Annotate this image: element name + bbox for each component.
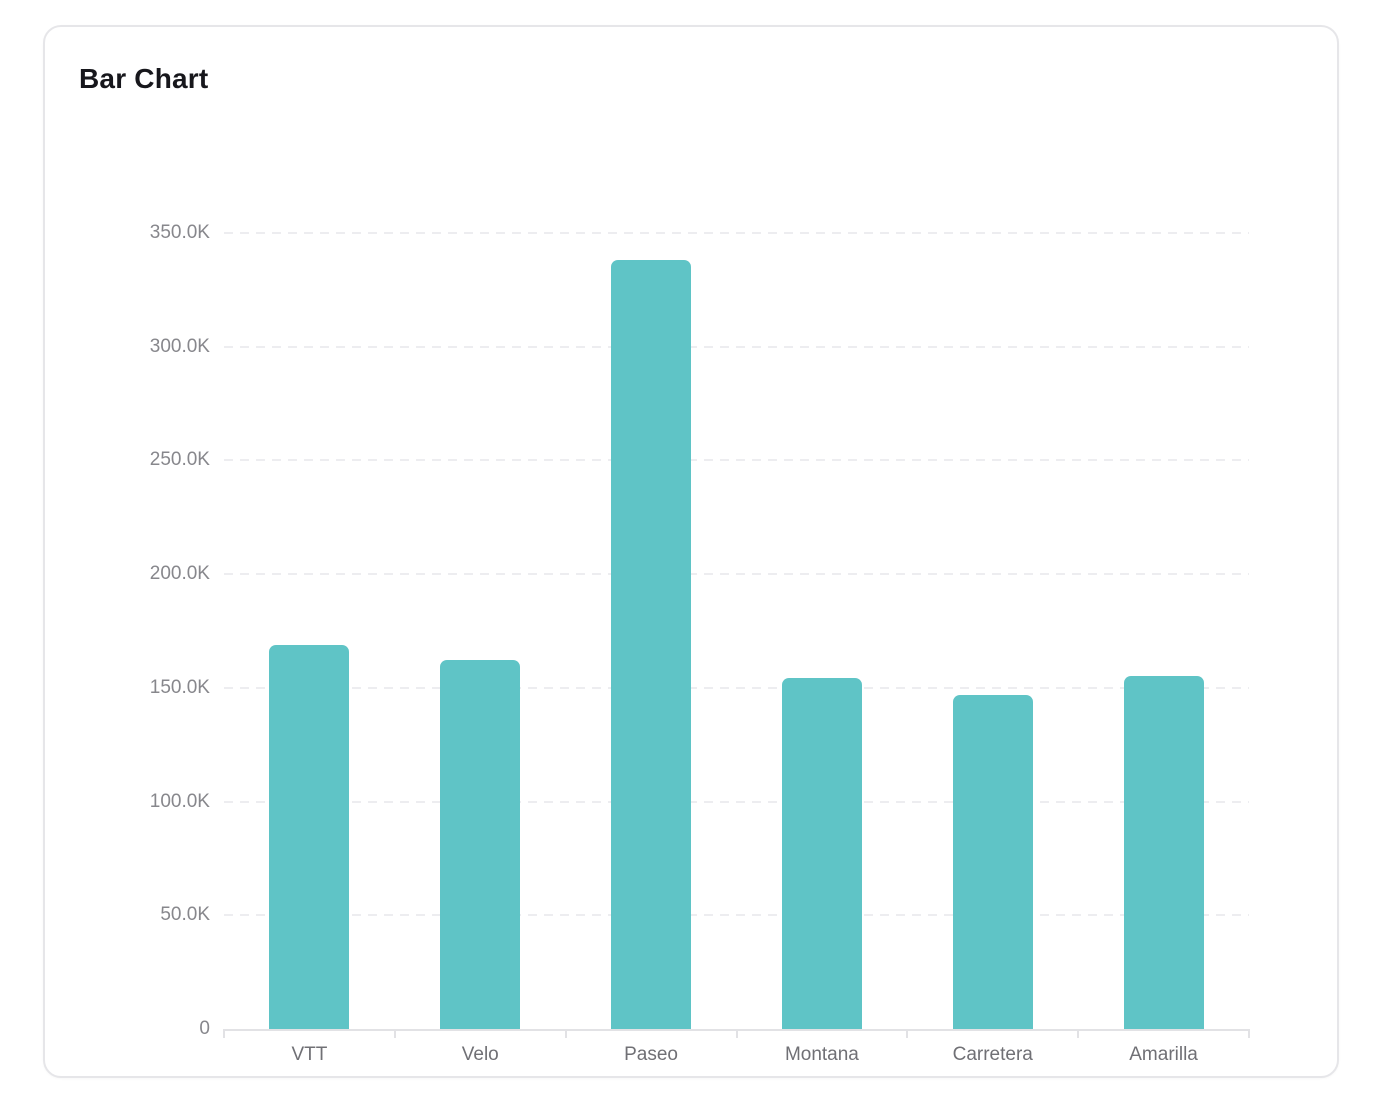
x-axis-tick bbox=[564, 1029, 567, 1038]
plot-area: 0 50.0K 100.0K 150.0K 200.0K 250.0K 300.0K 350.… bbox=[150, 222, 1250, 1065]
gridline-200.0k bbox=[224, 573, 1249, 576]
y-axis-tick-label: 150.0K bbox=[149, 676, 210, 698]
bar-carretera[interactable] bbox=[952, 695, 1033, 1029]
x-axis-tick bbox=[906, 1029, 909, 1038]
bar-amarilla[interactable] bbox=[1123, 675, 1204, 1029]
y-axis-tick-label: 0 bbox=[199, 1018, 210, 1039]
gridline-250.0k bbox=[224, 459, 1249, 462]
y-axis-tick-label: 350.0K bbox=[149, 222, 210, 243]
y-axis-tick-label: 50.0K bbox=[160, 904, 210, 926]
y-axis-tick-label: 200.0K bbox=[149, 563, 210, 585]
chart-card: Bar Chart 0 50.0K 100.0K 150.0K 200.0K 250.0K… bbox=[43, 25, 1339, 1078]
gridline-50.0k bbox=[224, 914, 1249, 917]
y-axis-tick-label: 300.0K bbox=[149, 335, 210, 357]
x-axis-label-amarilla: Amarilla bbox=[1129, 1044, 1198, 1065]
x-axis-tick bbox=[1248, 1029, 1250, 1038]
chart-title: Bar Chart bbox=[79, 63, 209, 94]
x-axis-label-vtt: VTT bbox=[291, 1044, 328, 1065]
x-axis-label-velo: Velo bbox=[461, 1044, 499, 1065]
gridline-350.0k bbox=[224, 232, 1249, 234]
x-axis-label-paseo: Paseo bbox=[624, 1044, 678, 1065]
bar-montana[interactable] bbox=[781, 678, 862, 1029]
x-axis-tick bbox=[1077, 1029, 1080, 1038]
gridline-300.0k bbox=[224, 345, 1249, 348]
x-axis-tick bbox=[393, 1029, 396, 1038]
bar-velo[interactable] bbox=[440, 659, 521, 1029]
bar-paseo[interactable] bbox=[611, 259, 692, 1029]
x-axis-tick bbox=[223, 1029, 225, 1038]
y-axis-tick-label: 100.0K bbox=[149, 790, 210, 812]
x-axis-label-carretera: Carretera bbox=[952, 1044, 1033, 1065]
y-axis-tick-label: 250.0K bbox=[149, 449, 210, 471]
gridline-150.0k bbox=[224, 686, 1249, 689]
gridline-100.0k bbox=[224, 800, 1249, 803]
x-axis-label-montana: Montana bbox=[784, 1044, 859, 1065]
bar-vtt[interactable] bbox=[269, 645, 350, 1029]
x-axis-tick bbox=[735, 1029, 738, 1038]
